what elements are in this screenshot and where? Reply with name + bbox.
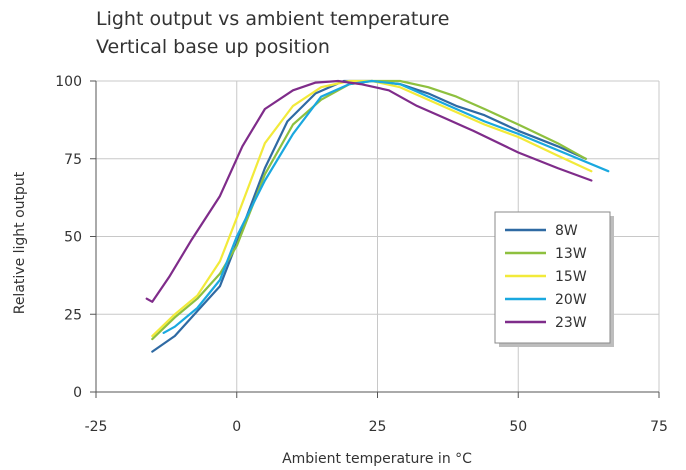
y-tick-label: 25 [64,307,82,323]
legend-label-20W: 20W [555,292,587,308]
y-tick-label: 50 [64,230,82,246]
y-tick-label: 75 [64,152,82,168]
chart-subtitle: Vertical base up position [96,36,330,58]
series-line-23W [145,79,593,303]
x-tick-label: 50 [509,419,527,435]
legend: 8W 13W 15W 20W 23W [494,211,614,347]
legend-label-8W: 8W [555,223,578,239]
legend-label-23W: 23W [555,315,587,331]
series-lines [145,79,610,353]
x-tick-label: 25 [369,419,387,435]
series-line-20W [162,79,610,334]
x-axis-label: Ambient temperature in °C [282,451,472,467]
y-tick-label: 0 [73,385,82,401]
y-axis-label: Relative light output [12,171,28,314]
x-tick-label: -25 [85,419,108,435]
axes [90,80,660,398]
chart-title: Light output vs ambient temperature [96,8,450,30]
tick-labels: 0 25 50 75 100 -25 0 25 50 75 [55,74,668,435]
x-tick-label: 0 [232,419,241,435]
x-tick-label: 75 [650,419,668,435]
series-line-15W [151,79,593,338]
legend-label-13W: 13W [555,246,587,262]
legend-label-15W: 15W [555,269,587,285]
legend-box [494,211,611,344]
y-tick-label: 100 [55,74,82,90]
